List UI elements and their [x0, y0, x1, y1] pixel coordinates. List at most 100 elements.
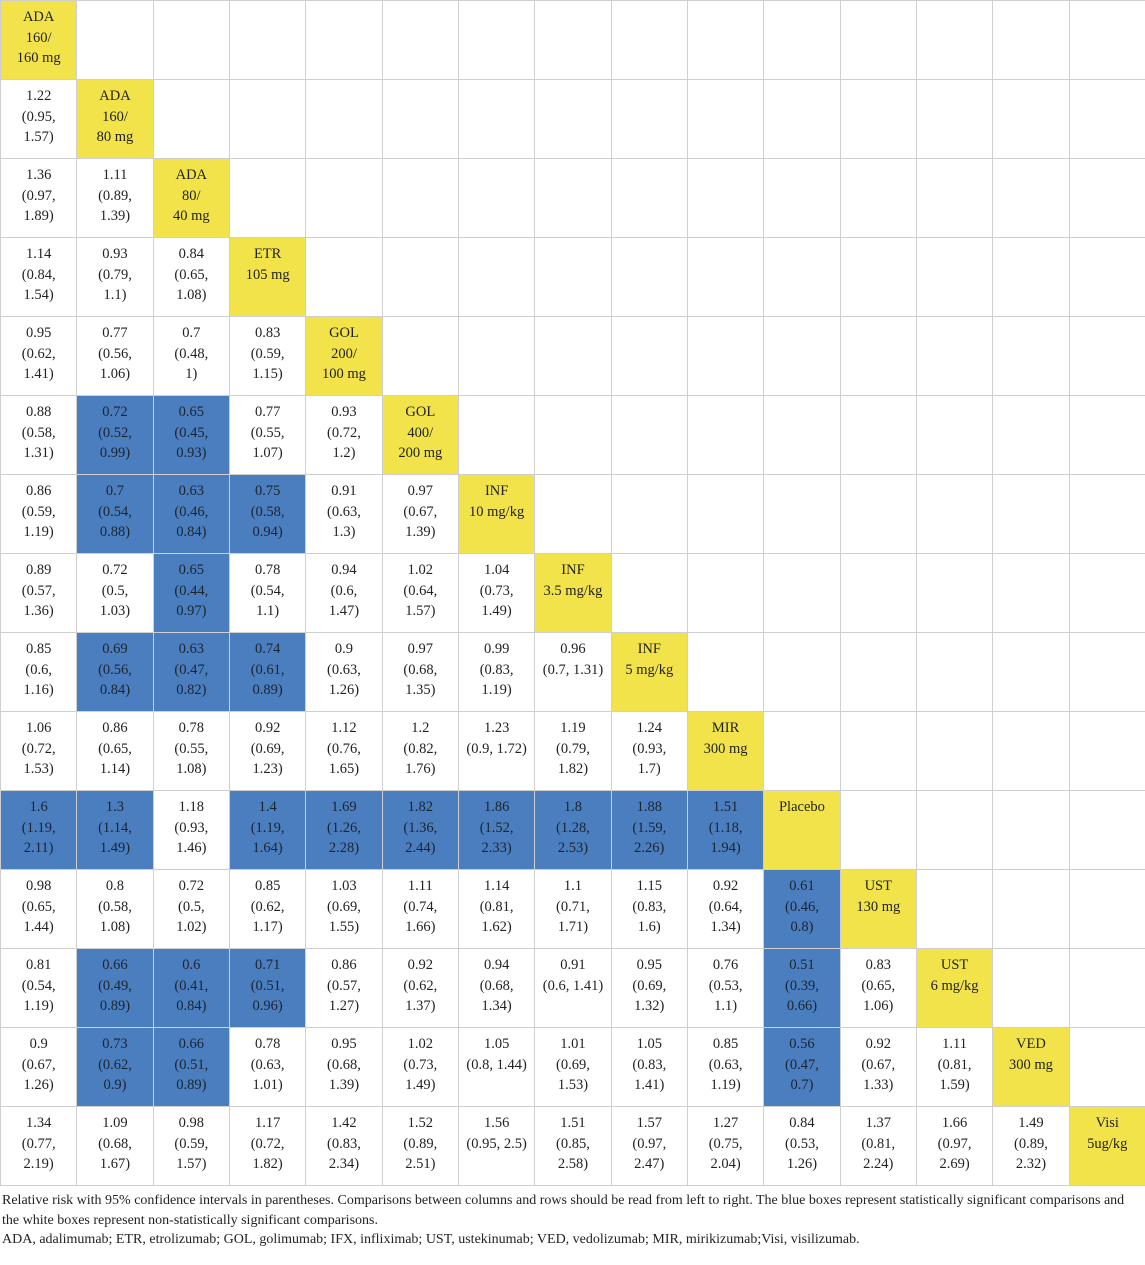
comparison-cell: 1.01 (0.69, 1.53): [534, 1027, 612, 1107]
comparison-cell: 0.72 (0.5, 1.02): [152, 869, 230, 949]
table-row: 0.89 (0.57, 1.36) 0.72 (0.5, 1.03) 0.65 (0…: [0, 553, 1145, 633]
treatment-label: GOL 200/ 100 mg: [322, 325, 366, 382]
treatment-label: UST 6 mg/kg: [930, 957, 979, 994]
comparison-cell: 1.1 (0.71, 1.71): [534, 869, 612, 949]
relative-risk-value: 1.56 (0.95, 2.5): [466, 1115, 527, 1152]
table-row: 1.36 (0.97, 1.89) 1.11 (0.89, 1.39) ADA 80…: [0, 158, 1145, 238]
comparison-cell: 1.34 (0.77, 2.19): [0, 1106, 78, 1186]
comparison-cell: 1.36 (0.97, 1.89): [0, 158, 78, 238]
empty-cell: [534, 474, 612, 554]
comparison-cell: 1.23 (0.9, 1.72): [457, 711, 536, 791]
relative-risk-value: 0.7 (0.48, 1): [174, 325, 209, 382]
comparison-cell: 1.12 (0.76, 1.65): [305, 711, 383, 791]
empty-cell: [534, 0, 612, 80]
relative-risk-value: 1.2 (0.82, 1.76): [403, 720, 438, 777]
comparison-cell: 1.49 (0.89, 2.32): [992, 1106, 1070, 1186]
table-footnote: Relative risk with 95% confidence interv…: [0, 1186, 1144, 1250]
treatment-label: ETR 105 mg: [245, 246, 290, 283]
treatment-label-cell: UST 6 mg/kg: [915, 948, 994, 1028]
relative-risk-value: 1.57 (0.97, 2.47): [632, 1115, 667, 1172]
relative-risk-value: 1.17 (0.72, 1.82): [250, 1115, 285, 1172]
comparison-cell: 0.98 (0.65, 1.44): [0, 869, 78, 949]
relative-risk-value: 1.51 (1.18, 1.94): [708, 799, 743, 856]
relative-risk-value: 1.05 (0.8, 1.44): [466, 1036, 527, 1073]
treatment-label-cell: GOL 200/ 100 mg: [305, 316, 383, 396]
empty-cell: [839, 316, 917, 396]
relative-risk-value: 1.14 (0.81, 1.62): [479, 878, 514, 935]
comparison-cell: 0.97 (0.68, 1.35): [381, 632, 459, 712]
treatment-label-cell: Placebo: [763, 790, 841, 870]
comparison-cell: 0.92 (0.64, 1.34): [686, 869, 765, 949]
relative-risk-value: 0.6 (0.41, 0.84): [174, 957, 209, 1014]
empty-cell: [839, 237, 917, 317]
treatment-label: INF 5 mg/kg: [625, 641, 674, 678]
comparison-cell: 1.19 (0.79, 1.82): [534, 711, 612, 791]
empty-cell: [1068, 474, 1145, 554]
comparison-cell: 1.27 (0.75, 2.04): [686, 1106, 765, 1186]
relative-risk-value: 0.98 (0.59, 1.57): [174, 1115, 209, 1172]
comparison-cell: 1.05 (0.83, 1.41): [610, 1027, 688, 1107]
empty-cell: [381, 237, 459, 317]
comparison-cell: 0.77 (0.55, 1.07): [228, 395, 307, 475]
comparison-cell: 1.15 (0.83, 1.6): [610, 869, 688, 949]
empty-cell: [839, 553, 917, 633]
relative-risk-value: 1.15 (0.83, 1.6): [632, 878, 667, 935]
comparison-cell: 1.2 (0.82, 1.76): [381, 711, 459, 791]
relative-risk-value: 1.06 (0.72, 1.53): [21, 720, 56, 777]
empty-cell: [152, 0, 230, 80]
comparison-cell: 0.95 (0.68, 1.39): [305, 1027, 383, 1107]
empty-cell: [839, 474, 917, 554]
relative-risk-value: 0.89 (0.57, 1.36): [21, 562, 56, 619]
comparison-cell: 0.78 (0.63, 1.01): [228, 1027, 307, 1107]
empty-cell: [457, 237, 536, 317]
relative-risk-value: 1.36 (0.97, 1.89): [21, 167, 56, 224]
significant-comparison-cell: 0.51 (0.39, 0.66): [763, 948, 841, 1028]
empty-cell: [839, 632, 917, 712]
relative-risk-value: 0.7 (0.54, 0.88): [98, 483, 132, 540]
empty-cell: [381, 0, 459, 80]
relative-risk-value: 1.86 (1.52, 2.33): [479, 799, 514, 856]
comparison-cell: 0.86 (0.59, 1.19): [0, 474, 78, 554]
empty-cell: [763, 237, 841, 317]
empty-cell: [228, 158, 307, 238]
treatment-label: ADA 160/ 160 mg: [16, 9, 61, 66]
empty-cell: [915, 237, 994, 317]
empty-cell: [686, 158, 765, 238]
comparison-cell: 0.85 (0.6, 1.16): [0, 632, 78, 712]
relative-risk-value: 0.72 (0.52, 0.99): [98, 404, 132, 461]
relative-risk-value: 1.18 (0.93, 1.46): [174, 799, 209, 856]
league-table: ADA 160/ 160 mg 1.22 (0.95, 1.57) ADA 160/…: [0, 0, 1145, 1186]
empty-cell: [1068, 79, 1145, 159]
empty-cell: [686, 553, 765, 633]
empty-cell: [228, 0, 307, 80]
comparison-cell: 1.57 (0.97, 2.47): [610, 1106, 688, 1186]
significant-comparison-cell: 0.6 (0.41, 0.84): [152, 948, 230, 1028]
relative-risk-value: 0.66 (0.49, 0.89): [98, 957, 132, 1014]
empty-cell: [992, 395, 1070, 475]
relative-risk-value: 0.93 (0.72, 1.2): [327, 404, 361, 461]
relative-risk-value: 0.83 (0.65, 1.06): [861, 957, 896, 1014]
significant-comparison-cell: 1.88 (1.59, 2.26): [610, 790, 688, 870]
empty-cell: [839, 158, 917, 238]
relative-risk-value: 0.94 (0.68, 1.34): [479, 957, 514, 1014]
comparison-cell: 1.37 (0.81, 2.24): [839, 1106, 917, 1186]
relative-risk-value: 0.86 (0.59, 1.19): [21, 483, 56, 540]
comparison-cell: 0.91 (0.6, 1.41): [534, 948, 612, 1028]
empty-cell: [992, 474, 1070, 554]
empty-cell: [686, 237, 765, 317]
comparison-cell: 0.95 (0.69, 1.32): [610, 948, 688, 1028]
relative-risk-value: 1.1 (0.71, 1.71): [556, 878, 590, 935]
comparison-cell: 0.81 (0.54, 1.19): [0, 948, 78, 1028]
comparison-cell: 0.92 (0.62, 1.37): [381, 948, 459, 1028]
empty-cell: [534, 316, 612, 396]
empty-cell: [1068, 790, 1145, 870]
empty-cell: [610, 316, 688, 396]
table-row: 0.86 (0.59, 1.19) 0.7 (0.54, 0.88) 0.63 (0…: [0, 474, 1145, 554]
relative-risk-value: 0.76 (0.53, 1.1): [708, 957, 743, 1014]
empty-cell: [534, 79, 612, 159]
significant-comparison-cell: 0.72 (0.52, 0.99): [76, 395, 154, 475]
comparison-cell: 0.76 (0.53, 1.1): [686, 948, 765, 1028]
empty-cell: [763, 79, 841, 159]
empty-cell: [763, 395, 841, 475]
relative-risk-value: 1.4 (1.19, 1.64): [250, 799, 285, 856]
